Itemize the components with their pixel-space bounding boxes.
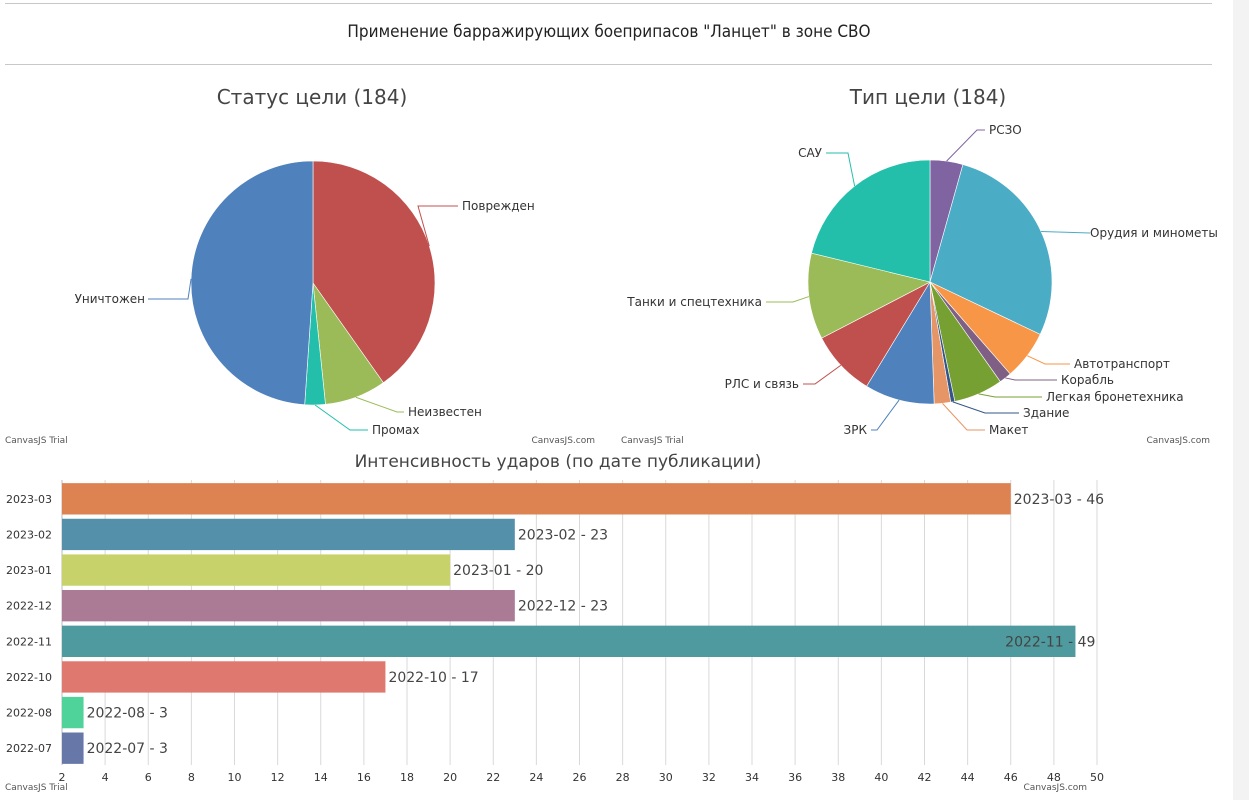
label-connector bbox=[946, 129, 985, 162]
type-pie-chart: Тип цели (184) РСЗО Орудия и минометы Авто… bbox=[621, 85, 1218, 446]
slice-label-легкая-бронетехника: Легкая бронетехника bbox=[1046, 390, 1184, 404]
x-tick-label: 42 bbox=[918, 771, 932, 784]
chart-title: Тип цели (184) bbox=[849, 85, 1006, 109]
bar-2023-01[interactable] bbox=[62, 554, 451, 586]
canvasjs-site-credit[interactable]: CanvasJS.com bbox=[532, 436, 595, 446]
bar-2022-12[interactable] bbox=[62, 590, 515, 622]
label-connector bbox=[766, 296, 810, 303]
bar-value-label: 2022-11 - 49 bbox=[1005, 634, 1095, 650]
x-tick-label: 24 bbox=[529, 771, 543, 784]
bar-value-label: 2022-07 - 3 bbox=[87, 741, 168, 757]
canvasjs-trial-credit: CanvasJS Trial bbox=[5, 436, 68, 446]
x-tick-label: 44 bbox=[961, 771, 975, 784]
slice-label-корабль: Корабль bbox=[1061, 373, 1114, 387]
bar-value-label: 2022-10 - 17 bbox=[388, 670, 478, 686]
bar-value-label: 2023-01 - 20 bbox=[453, 563, 543, 579]
label-connector bbox=[1026, 355, 1070, 365]
x-tick-label: 16 bbox=[357, 771, 371, 784]
x-tick-label: 4 bbox=[102, 771, 109, 784]
x-tick-label: 14 bbox=[314, 771, 328, 784]
slice-label-уничтожен: Уничтожен bbox=[75, 292, 145, 306]
x-tick-label: 48 bbox=[1047, 771, 1061, 784]
pie-slice-танки-и-спецтехника[interactable] bbox=[807, 252, 931, 339]
bar-2023-02[interactable] bbox=[62, 518, 515, 551]
slice-label-зрк: ЗРК bbox=[844, 423, 868, 437]
category-label: 2022-12 bbox=[6, 600, 52, 613]
canvasjs-site-credit[interactable]: CanvasJS.com bbox=[1147, 436, 1210, 446]
canvasjs-trial-credit: CanvasJS Trial bbox=[621, 436, 684, 446]
title-divider bbox=[5, 64, 1212, 65]
slice-label-поврежден: Поврежден bbox=[462, 199, 535, 213]
x-tick-label: 26 bbox=[573, 771, 587, 784]
label-connector bbox=[355, 396, 404, 413]
label-connector bbox=[871, 399, 900, 431]
x-tick-label: 36 bbox=[788, 771, 802, 784]
pie-slice-орудия-и-минометы[interactable] bbox=[929, 164, 1053, 335]
label-connector bbox=[314, 404, 368, 431]
x-tick-label: 22 bbox=[486, 771, 500, 784]
x-tick-label: 2 bbox=[59, 771, 66, 784]
canvasjs-trial-credit: CanvasJS Trial bbox=[5, 783, 68, 793]
slice-label-танки-и-спецтехника: Танки и спецтехника bbox=[626, 295, 762, 309]
x-tick-label: 20 bbox=[443, 771, 457, 784]
label-connector bbox=[978, 393, 1042, 398]
chart-title: Статус цели (184) bbox=[217, 85, 408, 109]
slice-label-макет: Макет bbox=[989, 423, 1028, 437]
x-tick-label: 32 bbox=[702, 771, 716, 784]
x-tick-label: 46 bbox=[1004, 771, 1018, 784]
label-connector bbox=[1005, 377, 1057, 381]
category-label: 2023-01 bbox=[6, 564, 52, 577]
label-connector bbox=[942, 403, 985, 431]
label-connector bbox=[952, 401, 1019, 414]
bar-value-label: 2022-12 - 23 bbox=[518, 599, 608, 615]
bar-value-label: 2023-02 - 23 bbox=[518, 527, 608, 543]
label-connector bbox=[417, 205, 458, 247]
slice-label-сау: САУ bbox=[798, 146, 823, 160]
label-connector bbox=[826, 152, 856, 187]
page-title: Применение барражирующих боеприпасов "Ла… bbox=[347, 22, 871, 42]
canvasjs-site-credit[interactable]: CanvasJS.com bbox=[1024, 783, 1087, 793]
x-tick-label: 8 bbox=[188, 771, 195, 784]
category-label: 2022-11 bbox=[6, 635, 52, 648]
x-tick-label: 34 bbox=[745, 771, 759, 784]
category-label: 2023-02 bbox=[6, 528, 52, 541]
chart-title: Интенсивность ударов (по дате публикации… bbox=[355, 452, 762, 472]
x-tick-label: 28 bbox=[616, 771, 630, 784]
intensity-bar-chart: Интенсивность ударов (по дате публикации… bbox=[5, 452, 1104, 793]
slice-label-рсзо: РСЗО bbox=[989, 123, 1022, 137]
x-tick-label: 18 bbox=[400, 771, 414, 784]
top-divider bbox=[5, 3, 1212, 4]
bar-2022-07[interactable] bbox=[62, 732, 84, 764]
x-tick-label: 40 bbox=[874, 771, 888, 784]
category-label: 2022-10 bbox=[6, 671, 52, 684]
pie-slice-сау[interactable] bbox=[811, 159, 931, 283]
x-tick-label: 10 bbox=[228, 771, 242, 784]
category-label: 2022-07 bbox=[6, 742, 52, 755]
label-connector bbox=[803, 364, 842, 385]
pie-slice-уничтожен[interactable] bbox=[190, 160, 314, 406]
x-tick-label: 12 bbox=[271, 771, 285, 784]
bar-2022-08[interactable] bbox=[62, 696, 84, 729]
x-tick-label: 6 bbox=[145, 771, 152, 784]
scrollbar[interactable] bbox=[1233, 0, 1249, 800]
slice-label-здание: Здание bbox=[1023, 406, 1069, 420]
x-tick-label: 50 bbox=[1090, 771, 1104, 784]
slice-label-неизвестен: Неизвестен bbox=[408, 405, 482, 419]
bar-value-label: 2022-08 - 3 bbox=[87, 706, 168, 722]
label-connector bbox=[1041, 230, 1091, 234]
bar-2022-11[interactable] bbox=[62, 625, 1076, 657]
x-tick-label: 30 bbox=[659, 771, 673, 784]
slice-label-орудия-и-минометы: Орудия и минометы bbox=[1090, 226, 1218, 240]
slice-label-рлс-и-связь: РЛС и связь bbox=[725, 377, 799, 391]
x-tick-label: 38 bbox=[831, 771, 845, 784]
slice-label-автотранспорт: Автотранспорт bbox=[1074, 357, 1170, 371]
status-pie-chart: Статус цели (184) Поврежден Неизвестен Про… bbox=[5, 85, 595, 446]
bar-2023-03[interactable] bbox=[62, 483, 1011, 515]
bar-value-label: 2023-03 - 46 bbox=[1014, 492, 1104, 508]
label-connector bbox=[148, 278, 192, 300]
category-label: 2022-08 bbox=[6, 707, 52, 720]
category-label: 2023-03 bbox=[6, 493, 52, 506]
slice-label-промах: Промах bbox=[372, 423, 420, 437]
bar-2022-10[interactable] bbox=[62, 661, 386, 693]
